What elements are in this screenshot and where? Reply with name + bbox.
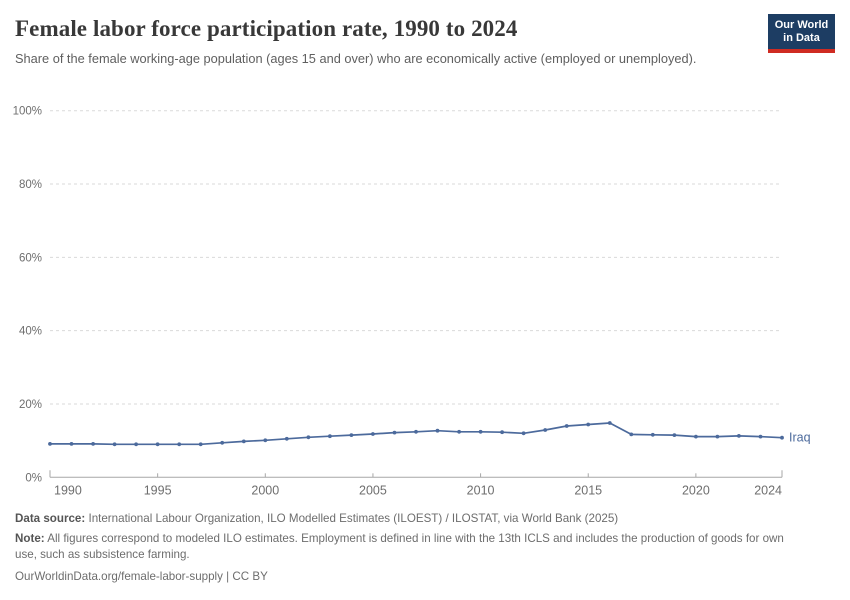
note-text: All figures correspond to modeled ILO es… [15,532,784,561]
data-point-marker [91,442,95,446]
data-point-marker [306,435,311,440]
y-axis-tick-label: 20% [19,399,42,411]
data-point-marker [543,428,548,432]
data-point-marker [48,442,52,446]
y-axis-tick-label: 80% [19,179,42,191]
data-point-marker [607,421,612,425]
logo-text-line1: Our World [774,19,829,31]
data-point-marker [564,424,569,428]
x-axis-tick-label: 2000 [251,483,279,497]
data-point-marker [586,422,591,427]
data-point-marker [349,433,354,437]
page-title: Female labor force participation rate, 1… [15,16,518,41]
data-point-marker [284,436,289,441]
owid-url-link[interactable]: OurWorldinData.org/female-labor-supply [15,570,223,583]
data-point-marker [478,429,483,434]
chart-subtitle: Share of the female working-age populati… [15,51,697,66]
data-point-marker [371,432,375,436]
data-point-marker [500,430,504,435]
data-point-marker [220,440,225,445]
data-point-marker [715,434,720,439]
data-point-marker [780,435,784,440]
data-point-marker [629,432,634,437]
data-point-marker [241,439,246,444]
x-axis-tick-label: 2010 [467,483,495,497]
data-point-marker [435,428,440,433]
license-link[interactable]: CC BY [232,570,268,583]
data-point-marker [69,442,74,446]
data-point-marker [457,429,461,434]
data-point-marker [672,433,677,437]
y-axis-tick-label: 100% [13,106,42,118]
note-label: Note: [15,532,45,545]
x-axis-tick-label: 1990 [54,483,82,497]
data-point-marker [134,442,139,447]
data-point-marker [112,442,117,447]
chart-footer: Data source: International Labour Organi… [15,511,815,589]
citation-separator: | [226,570,230,583]
owid-logo[interactable]: Our World in Data [768,14,835,53]
y-axis-tick-label: 0% [25,472,42,484]
x-axis-tick-label: 2015 [574,483,602,497]
y-axis-tick-label: 40% [19,326,42,338]
x-axis-tick-label: 2020 [682,483,710,497]
data-point-marker [694,434,698,439]
note-line: Note: All figures correspond to modeled … [15,531,805,563]
x-axis-tick-label: 2024 [754,483,782,497]
data-point-marker [392,430,397,435]
data-point-marker [737,434,741,438]
data-point-marker [198,442,203,447]
data-source-label: Data source: [15,512,86,525]
series-end-label-iraq[interactable]: Iraq [789,431,811,445]
data-point-marker [328,434,332,439]
y-axis-tick-label: 60% [19,252,42,264]
data-point-marker [155,442,160,447]
data-point-marker [263,438,268,443]
x-axis-tick-label: 2005 [359,483,387,497]
data-point-marker [650,432,655,437]
logo-text-line2: in Data [783,32,820,44]
data-point-marker [521,431,526,436]
x-axis-tick-label: 1995 [144,483,172,497]
data-point-marker [177,442,182,447]
data-source-line: Data source: International Labour Organi… [15,511,805,527]
data-source-text: International Labour Organization, ILO M… [88,512,619,525]
data-point-marker [414,429,418,434]
citation-line: OurWorldinData.org/female-labor-supply |… [15,569,805,585]
data-point-marker [758,434,763,439]
